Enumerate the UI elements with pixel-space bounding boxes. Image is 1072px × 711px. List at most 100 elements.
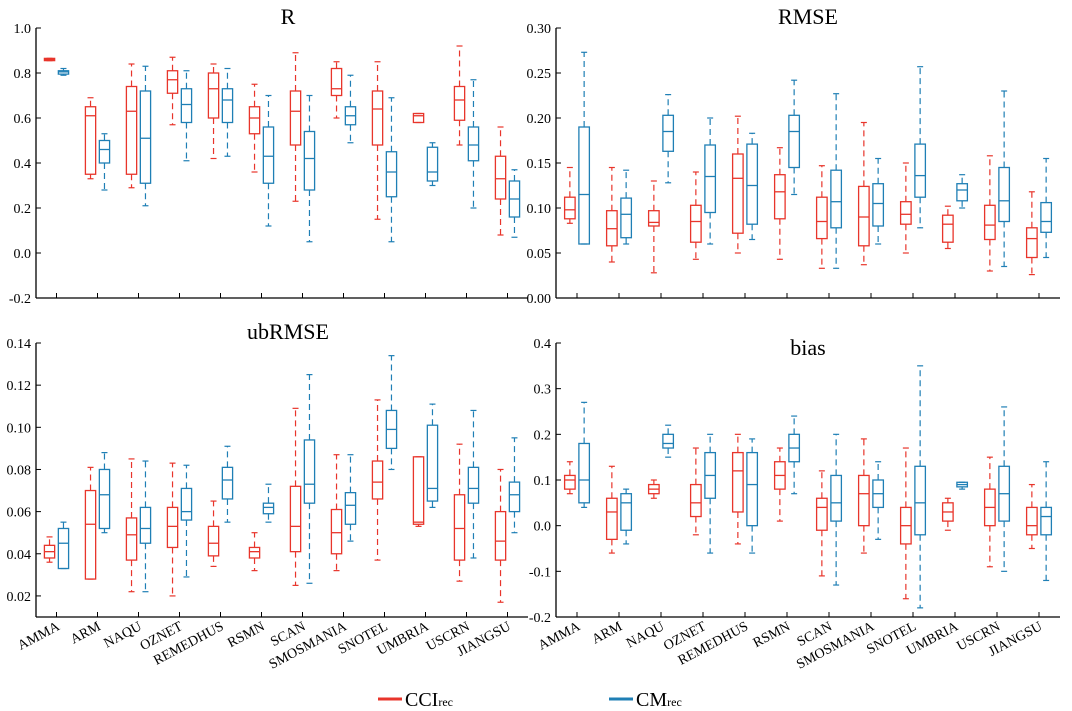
x-category-label: ARM [590, 619, 626, 647]
y-tick-label: 0.4 [534, 337, 552, 352]
box-iqr [815, 497, 828, 531]
box-iqr [815, 196, 828, 240]
panel-title-rmse: RMSE [778, 4, 838, 29]
box-iqr [1025, 227, 1038, 259]
box-iqr [494, 510, 507, 561]
cci-box-uscrn [983, 456, 996, 568]
cci-box-umbria [412, 112, 425, 124]
box-iqr [125, 517, 138, 561]
cci-box-smosmania [857, 121, 870, 266]
cci-box-remedhus [731, 115, 744, 254]
y-tick-label: 0.02 [7, 590, 32, 605]
box-iqr [166, 70, 179, 94]
box-iqr [788, 114, 801, 169]
box-iqr [998, 166, 1011, 223]
box-iqr [620, 493, 633, 531]
y-tick-label: 0.8 [14, 67, 32, 82]
box-iqr [773, 174, 786, 220]
cci-box-amma [563, 461, 576, 495]
box-iqr [248, 106, 261, 135]
y-tick-label: 0.06 [7, 506, 32, 521]
y-tick-label: 0.6 [14, 112, 32, 127]
cm-box-remedhus [221, 67, 234, 157]
cci-box-umbria [941, 497, 954, 531]
y-tick-label: 0.14 [7, 337, 32, 352]
box-iqr [207, 72, 220, 119]
cci-box-remedhus [207, 500, 220, 568]
cci-box-uscrn [983, 155, 996, 272]
y-tick-label: 0.2 [534, 428, 552, 443]
cm-box-oznet [180, 70, 193, 162]
cm-box-remedhus [746, 438, 759, 554]
cm-box-jiangsu [1040, 157, 1053, 259]
y-tick-label: 0.20 [527, 112, 552, 127]
cm-box-rsmn [262, 94, 275, 227]
cm-box-smosmania [344, 74, 357, 144]
cci-box-snotel [371, 399, 384, 561]
box-iqr [857, 474, 870, 527]
cm-box-uscrn [467, 79, 480, 209]
y-tick-label: 0.12 [7, 379, 32, 394]
y-tick-label: 1.0 [14, 22, 32, 37]
box-iqr [385, 151, 398, 198]
box-iqr [578, 442, 591, 504]
cci-box-oznet [166, 56, 179, 126]
legend: CCIrec CMrec [378, 689, 682, 711]
cci-box-uscrn [453, 45, 466, 146]
box-iqr [426, 146, 439, 182]
cm-box-snotel [385, 355, 398, 471]
cci-box-remedhus [731, 433, 744, 545]
panel-ubrmse: ubRMSE 0.02 0.04 0.06 0.08 0.10 0.12 0.14 AMMA A… [7, 319, 528, 673]
cm-box-amma [578, 401, 591, 508]
legend-cm-sub: rec [667, 695, 682, 709]
y-tick-label: -0.2 [9, 292, 31, 307]
y-tick-label: -0.2 [529, 611, 551, 626]
cci-box-uscrn [453, 443, 466, 582]
cci-box-jiangsu [494, 126, 507, 236]
cci-box-jiangsu [1025, 483, 1038, 550]
cci-box-scan [289, 52, 302, 202]
y-tick-label: 0.2 [14, 202, 32, 217]
cci-box-smosmania [330, 61, 343, 119]
cci-box-snotel [899, 162, 912, 254]
box-iqr [412, 112, 425, 124]
cm-box-amma [57, 67, 70, 76]
box-iqr [857, 185, 870, 247]
cm-box-remedhus [746, 132, 759, 241]
cm-box-scan [303, 94, 316, 243]
y-tick-label: 0.3 [534, 383, 552, 398]
box-iqr [125, 85, 138, 175]
cci-box-remedhus [207, 63, 220, 160]
y-tick-label: 0.00 [527, 292, 552, 307]
cci-box-snotel [899, 447, 912, 600]
legend-cm-main: CM [636, 689, 667, 711]
box-iqr [98, 468, 111, 530]
y-tick-label: 0.4 [14, 157, 32, 172]
cm-box-snotel [914, 66, 927, 229]
box-iqr [563, 474, 576, 490]
cci-box-snotel [371, 61, 384, 220]
cci-box-arm [605, 465, 618, 554]
x-category-label: RSMN [751, 619, 793, 651]
box-iqr [371, 460, 384, 500]
cm-box-smosmania [872, 461, 885, 540]
cm-box-amma [578, 51, 591, 245]
y-tick-label: -0.1 [529, 565, 551, 580]
x-category-label: NAQU [624, 619, 667, 651]
cci-box-naqu [647, 180, 660, 274]
cm-box-scan [303, 374, 316, 584]
cci-box-jiangsu [1025, 191, 1038, 276]
cci-box-scan [815, 470, 828, 577]
cci-box-naqu [125, 63, 138, 189]
cci-box-umbria [941, 205, 954, 250]
box-iqr [662, 114, 675, 152]
box-iqr [620, 197, 633, 239]
cm-box-naqu [662, 424, 675, 458]
box-iqr [289, 90, 302, 146]
box-iqr [563, 196, 576, 220]
cci-box-smosmania [330, 454, 343, 572]
cm-box-arm [98, 133, 111, 191]
box-iqr [899, 201, 912, 225]
y-tick-label: 0.10 [527, 202, 552, 217]
cci-box-oznet [166, 462, 179, 597]
